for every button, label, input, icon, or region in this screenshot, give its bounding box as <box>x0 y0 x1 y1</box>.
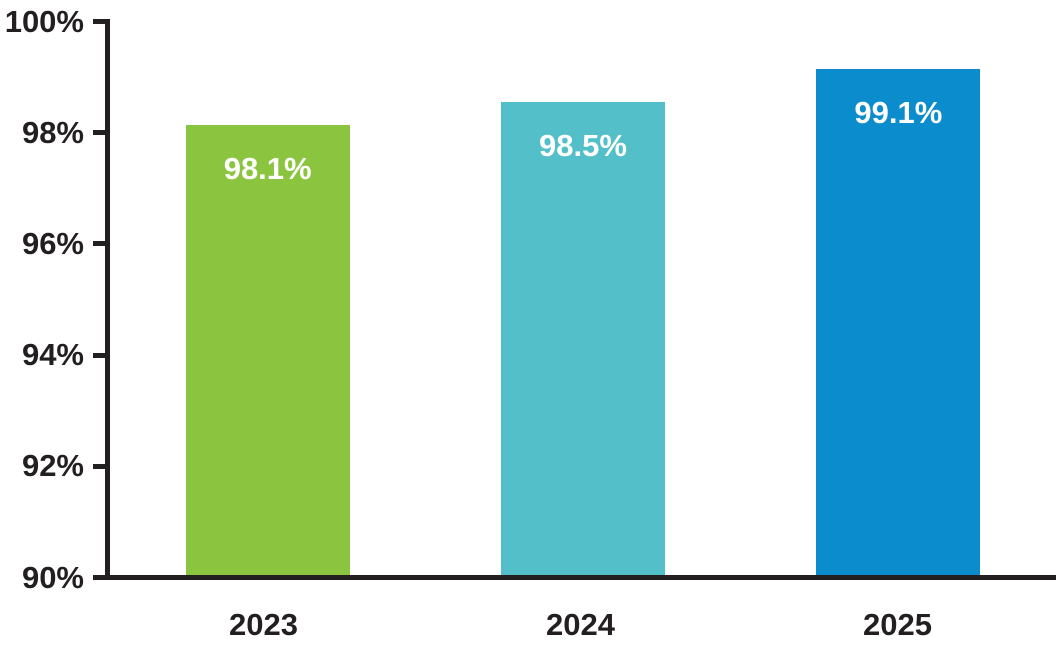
bar-value-label: 98.1% <box>223 150 312 186</box>
x-axis-label-2023: 2023 <box>229 607 298 642</box>
y-axis-tick-label: 94% <box>21 337 84 373</box>
y-axis-tick <box>93 130 107 136</box>
bar-value-label: 98.5% <box>539 128 627 164</box>
y-axis-tick-label: 92% <box>21 448 84 484</box>
y-axis-tick-label: 96% <box>21 225 84 261</box>
y-axis-tick <box>93 575 107 580</box>
x-axis: 2023 2024 2025 <box>105 606 1056 644</box>
plot-area: 98.1% 98.5% 99.1% <box>105 19 1056 580</box>
y-axis-tick <box>93 352 107 358</box>
x-axis-label-2024: 2024 <box>546 607 615 642</box>
y-axis-tick-label: 100% <box>4 3 84 39</box>
y-axis-tick <box>93 463 107 469</box>
y-axis-tick-label: 90% <box>21 559 84 595</box>
bars-container: 98.1% 98.5% 99.1% <box>110 19 1056 575</box>
bar-2024: 98.5% <box>500 102 665 575</box>
bar-slot-2023: 98.1% <box>110 19 425 575</box>
y-axis-tick-label: 98% <box>21 114 84 150</box>
x-axis-label-2025: 2025 <box>863 607 932 642</box>
bar-2025: 99.1% <box>816 69 981 575</box>
y-axis-tick <box>93 241 107 247</box>
y-axis-tick <box>93 19 107 24</box>
bar-2023: 98.1% <box>185 124 350 575</box>
bar-slot-2025: 99.1% <box>741 19 1056 575</box>
bar-slot-2024: 98.5% <box>425 19 740 575</box>
bar-value-label: 99.1% <box>854 95 943 131</box>
